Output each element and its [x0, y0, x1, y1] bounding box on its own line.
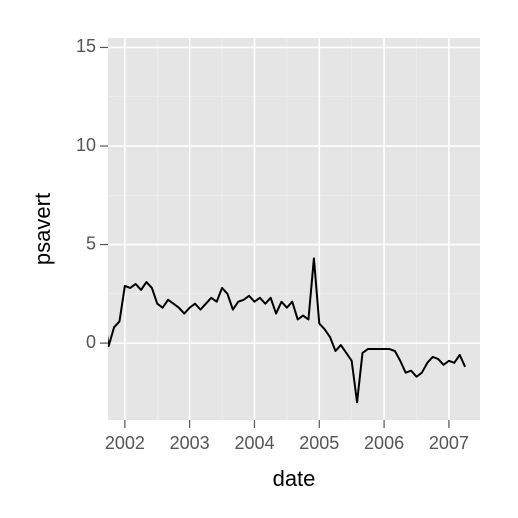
- x-tick-label: 2006: [364, 433, 404, 453]
- y-tick-label: 15: [76, 36, 96, 56]
- x-tick-label: 2007: [429, 433, 469, 453]
- y-tick-label: 5: [86, 233, 96, 253]
- x-axis-title: date: [273, 466, 316, 491]
- grid: [108, 38, 480, 420]
- panel: [108, 38, 480, 420]
- y-tick-label: 10: [76, 135, 96, 155]
- x-tick-label: 2002: [105, 433, 145, 453]
- x-tick-label: 2005: [299, 433, 339, 453]
- axes: 0 5 10 15 2002 2003 2004 2005 2006 2007: [76, 36, 469, 453]
- x-tick-label: 2004: [234, 433, 274, 453]
- data-line: [108, 257, 467, 404]
- x-tick-label: 2003: [170, 433, 210, 453]
- y-axis-title: psavert: [30, 193, 55, 265]
- y-tick-label: 0: [86, 332, 96, 352]
- plot-area: [108, 257, 467, 404]
